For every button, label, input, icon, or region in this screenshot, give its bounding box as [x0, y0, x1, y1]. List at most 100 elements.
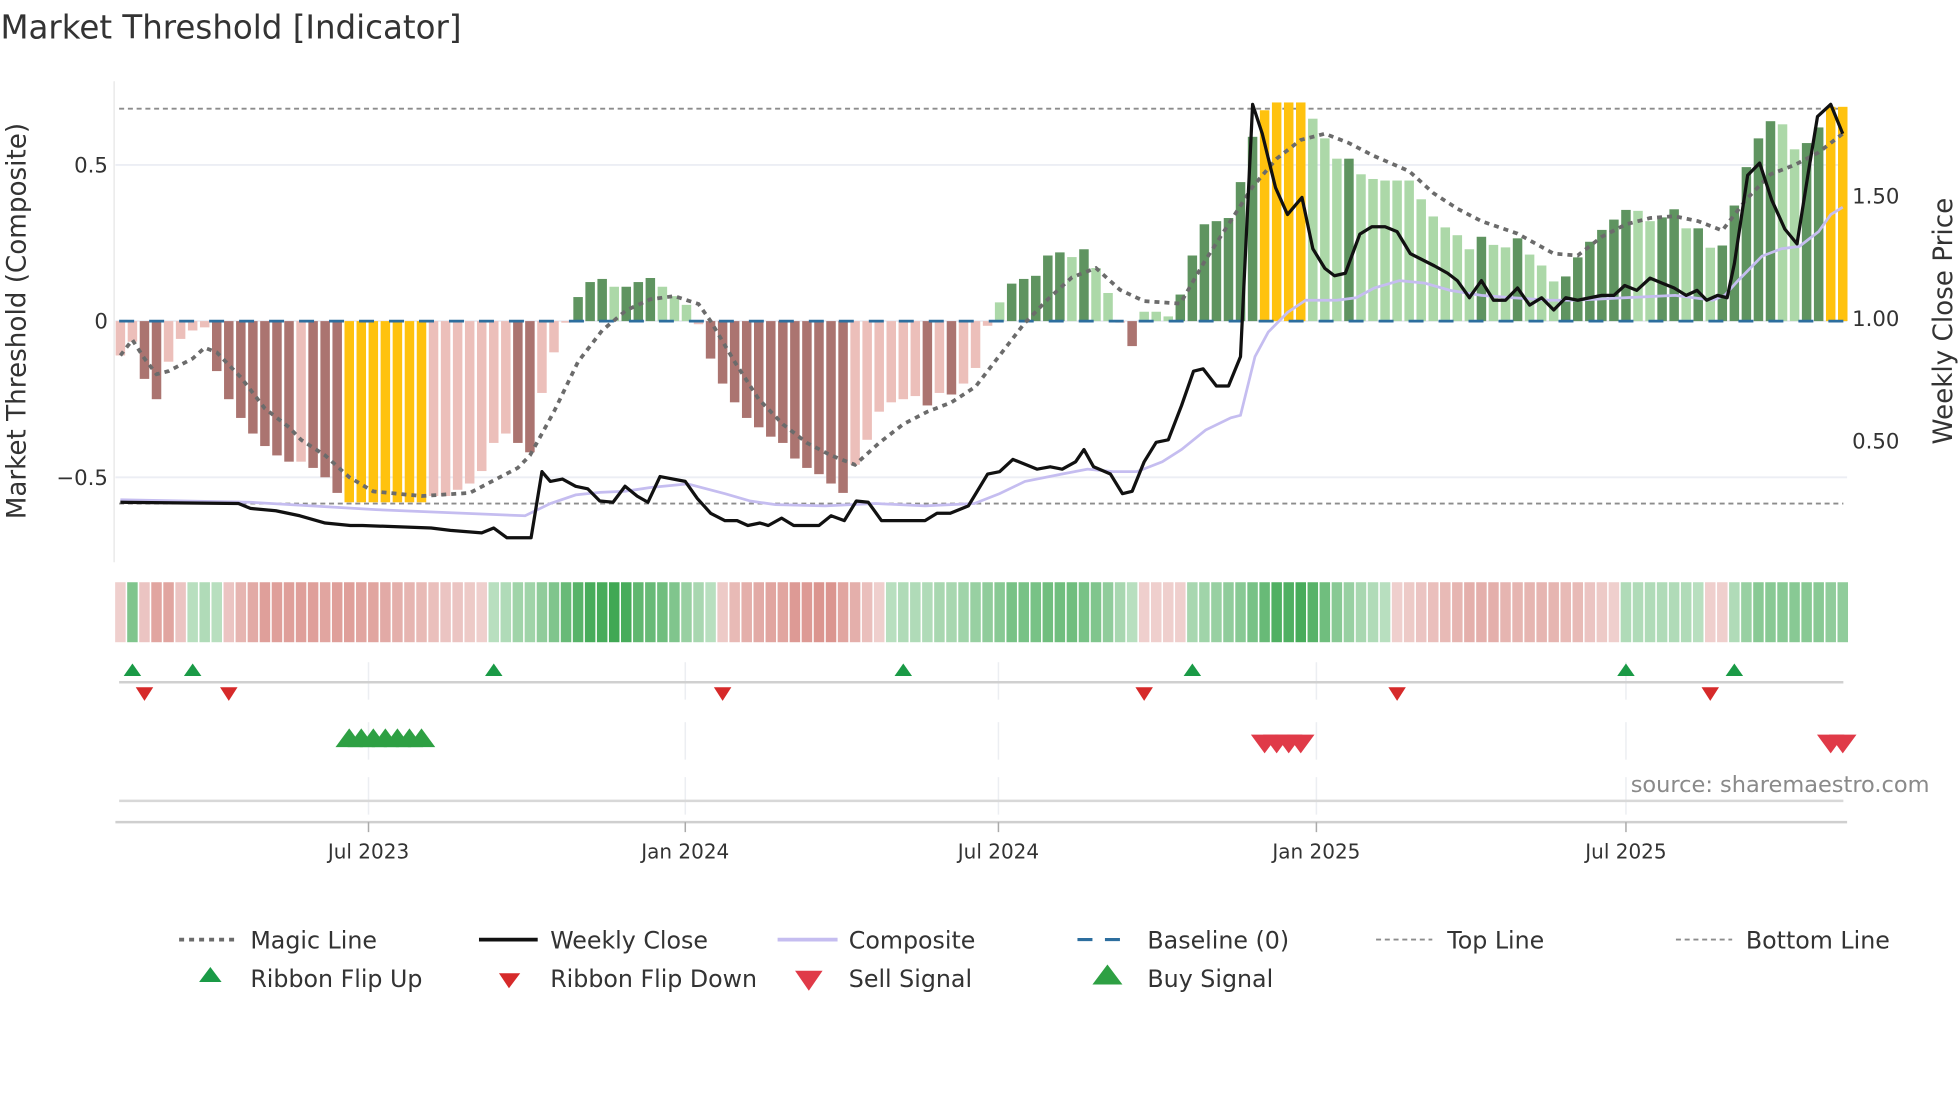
ribbon-cell [669, 582, 680, 643]
ribbon-flip-up-marker [1725, 663, 1744, 676]
ribbon-cell [1668, 582, 1680, 643]
ribbon-cell [1295, 582, 1307, 643]
sell-signal-marker [1287, 734, 1315, 754]
composite-bar [211, 321, 222, 372]
legend-magic-label: Magic Line [250, 926, 377, 954]
composite-bar [862, 321, 872, 440]
ribbon-cell [1572, 582, 1584, 643]
legend-bottom-label: Bottom Line [1746, 926, 1890, 954]
composite-bar [886, 321, 896, 403]
ribbon-cell [139, 582, 150, 643]
ribbon-cell [765, 582, 777, 643]
ribbon-cell [1355, 582, 1367, 643]
ribbon-cell [1223, 582, 1234, 643]
composite-bar [1524, 254, 1535, 322]
composite-bar [284, 321, 294, 462]
legend-sell-icon [795, 970, 823, 991]
ribbon-cell [1777, 582, 1788, 643]
composite-bar [1428, 216, 1438, 322]
ribbon-flip-up-marker [485, 663, 503, 676]
weekly-close-line [120, 102, 1845, 540]
ribbon-cell [1753, 582, 1764, 643]
composite-bar [308, 321, 318, 468]
left-axis-label: Market Threshold (Composite) [2, 123, 32, 519]
ribbon-cell [1813, 582, 1824, 643]
ribbon-cell [1837, 582, 1849, 643]
ribbon-cell [693, 582, 704, 643]
ribbon-cell [560, 582, 572, 643]
ribbon-cell [608, 582, 620, 643]
ribbon-cell [1789, 582, 1800, 643]
ribbon-cell [1452, 582, 1463, 643]
legend-baseline-label: Baseline (0) [1147, 926, 1289, 954]
composite-bar [1440, 227, 1451, 322]
composite-bar [1585, 241, 1595, 322]
ribbon-cell [1476, 582, 1487, 643]
composite-bar [199, 321, 210, 328]
composite-bar [934, 321, 945, 393]
ribbon-cell [1078, 582, 1090, 643]
y-tick-label: 0 [94, 310, 108, 335]
legend-composite-label: Composite [849, 926, 976, 954]
ribbon-cell [584, 582, 596, 643]
x-tick-label: Jul 2024 [956, 839, 1039, 863]
composite-bar [1247, 136, 1258, 322]
ribbon-cell [1464, 582, 1475, 643]
composite-bar [1356, 174, 1366, 322]
signal-rows [119, 662, 1857, 815]
legend-close-label: Weekly Close [550, 926, 708, 954]
composite-bar [163, 321, 174, 362]
ribbon-cell [741, 582, 752, 643]
ribbon-cell [319, 582, 331, 643]
ribbon-cell [1765, 582, 1776, 643]
composite-bar [994, 302, 1005, 322]
ribbon-cell [548, 582, 560, 643]
composite-bar [464, 321, 475, 484]
ribbon-cell [1102, 582, 1114, 643]
ribbon-cell [1018, 582, 1029, 643]
composite-bar [1669, 209, 1679, 322]
ribbon-cell [404, 582, 415, 643]
ribbon-cell [1584, 582, 1596, 643]
ribbon-cell [849, 582, 861, 643]
ribbon-cell [1801, 582, 1812, 643]
ribbon-cell [247, 582, 259, 643]
ribbon-cell [1741, 582, 1752, 643]
ribbon-cell [837, 582, 849, 643]
composite-bar [1235, 182, 1246, 322]
ribbon-cell [1343, 582, 1355, 643]
source-label: source: sharemaestro.com [1631, 772, 1930, 798]
ribbon-cell [151, 582, 162, 643]
ribbon-cell [175, 582, 186, 643]
composite-bar [1464, 249, 1475, 322]
ribbon-cell [1211, 582, 1222, 643]
ribbon-cell [861, 582, 873, 643]
ribbon-cell [440, 582, 451, 643]
x-tick-label: Jul 2025 [1583, 839, 1666, 863]
composite-bar [1344, 158, 1354, 322]
magic-line [118, 131, 1844, 498]
composite-bar [1091, 268, 1101, 322]
composite-bar [1452, 235, 1463, 322]
composite-bar [489, 321, 499, 443]
ribbon-cell [1391, 582, 1403, 643]
composite-bar [922, 321, 933, 406]
composite-bar [693, 321, 704, 325]
ribbon-cell [452, 582, 463, 643]
sell-signal-marker [1829, 734, 1857, 754]
composite-bar [838, 321, 848, 493]
chart-title: Market Threshold [Indicator] [0, 9, 461, 47]
ribbon-cell [1500, 582, 1511, 643]
series-lines [118, 102, 1845, 540]
ribbon-cell [885, 582, 897, 643]
composite-bar [1609, 219, 1619, 322]
composite-bar [1320, 138, 1330, 322]
composite-bar [1079, 249, 1089, 322]
ribbon-cell [1548, 582, 1559, 643]
composite-bar [1741, 167, 1752, 322]
composite-bar [1813, 127, 1824, 322]
ribbon-cell [922, 582, 933, 643]
legend-flip-up-label: Ribbon Flip Up [250, 965, 422, 993]
ribbon-cell [295, 582, 307, 643]
